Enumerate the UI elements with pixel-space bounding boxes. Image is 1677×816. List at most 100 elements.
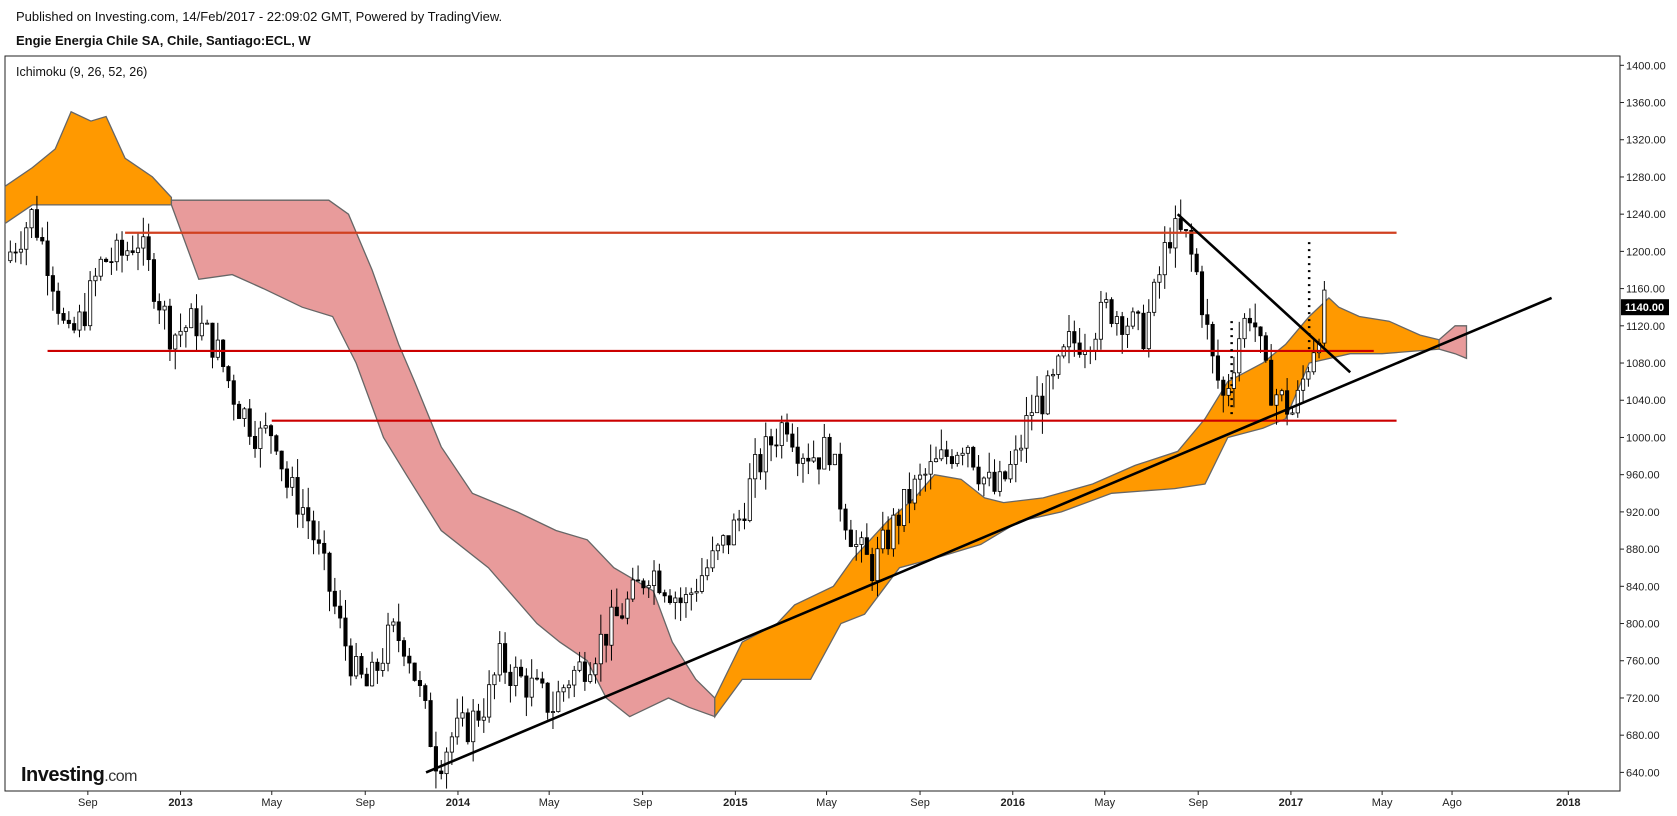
y-tick-label: 1360.00 bbox=[1626, 98, 1666, 110]
cloud-segment-bull bbox=[714, 297, 1440, 719]
candle-body bbox=[279, 450, 284, 470]
candle-body bbox=[77, 311, 82, 331]
candle-body bbox=[1045, 375, 1050, 415]
candle-body bbox=[896, 514, 901, 526]
candle-body bbox=[694, 591, 699, 594]
candle-body bbox=[423, 685, 428, 701]
candle-body bbox=[976, 466, 981, 485]
candle-body bbox=[268, 425, 274, 437]
candle-body bbox=[800, 457, 806, 464]
candle-body bbox=[205, 322, 210, 325]
candle-body bbox=[843, 508, 848, 531]
x-tick-label: May bbox=[261, 797, 282, 809]
candle-body bbox=[1035, 395, 1040, 414]
candle-body bbox=[657, 570, 662, 594]
y-tick-label: 880.00 bbox=[1626, 544, 1660, 556]
candle-body bbox=[210, 322, 215, 358]
candle-body bbox=[683, 594, 689, 604]
cloud-segment-bear bbox=[1438, 325, 1468, 360]
candle-body bbox=[1237, 338, 1242, 374]
candle-body bbox=[1130, 311, 1135, 327]
x-tick-label: May bbox=[1094, 797, 1115, 809]
candle-body bbox=[354, 656, 359, 677]
candlesticks bbox=[8, 195, 1327, 789]
candle-body bbox=[40, 237, 45, 242]
candle-body bbox=[790, 433, 795, 448]
logo-suffix: .com bbox=[104, 768, 137, 785]
candle-body bbox=[572, 669, 577, 686]
candle-body bbox=[125, 250, 130, 256]
candle-body bbox=[513, 666, 518, 686]
candle-body bbox=[1210, 324, 1215, 357]
candle-body bbox=[8, 251, 13, 262]
candle-body bbox=[412, 662, 417, 681]
candle-body bbox=[189, 308, 194, 329]
candle-body bbox=[141, 236, 146, 249]
candle-body bbox=[1199, 271, 1205, 316]
candle-body bbox=[1226, 388, 1231, 396]
candle-body bbox=[1019, 447, 1024, 451]
candle-body bbox=[1279, 390, 1284, 396]
candle-body bbox=[1322, 289, 1327, 344]
candle-body bbox=[923, 473, 928, 476]
candle-body bbox=[614, 606, 619, 617]
candle-body bbox=[221, 339, 226, 367]
candle-body bbox=[769, 436, 774, 446]
candle-body bbox=[242, 408, 247, 419]
candle-body bbox=[61, 313, 66, 321]
candle-body bbox=[699, 575, 704, 592]
y-axis: 1400.00 1360.00 1320.00 1280.00 1240.00 1200.… bbox=[1620, 60, 1669, 779]
candle-body bbox=[864, 537, 869, 555]
trend-line bbox=[425, 296, 1553, 774]
candle-body bbox=[497, 643, 502, 676]
candle-body bbox=[18, 248, 24, 253]
candle-body bbox=[1295, 389, 1300, 414]
x-tick-label: Sep bbox=[633, 797, 653, 809]
candle-body bbox=[1215, 355, 1221, 381]
candle-body bbox=[455, 717, 460, 738]
candle-body bbox=[471, 710, 476, 743]
candle-body bbox=[939, 449, 944, 460]
candle-body bbox=[1008, 463, 1013, 480]
candle-body bbox=[1109, 299, 1114, 324]
candle-body bbox=[109, 261, 114, 264]
candle-body bbox=[1247, 317, 1252, 324]
candle-body bbox=[311, 520, 316, 541]
candle-body bbox=[199, 322, 204, 337]
candle-body bbox=[540, 678, 545, 684]
candle-body bbox=[322, 542, 327, 554]
candle-body bbox=[1141, 312, 1146, 350]
candle-body bbox=[135, 247, 141, 253]
candle-body bbox=[247, 408, 252, 437]
x-tick-label: Sep bbox=[1188, 797, 1208, 809]
candle-body bbox=[407, 655, 412, 664]
candle-body bbox=[151, 259, 157, 302]
candle-body bbox=[566, 684, 571, 689]
y-tick-label: 1320.00 bbox=[1626, 135, 1666, 147]
x-tick-label: Sep bbox=[78, 797, 98, 809]
candle-body bbox=[907, 489, 912, 504]
x-tick-label: May bbox=[1372, 797, 1393, 809]
candle-body bbox=[1183, 229, 1189, 231]
candle-body bbox=[1029, 412, 1034, 416]
candle-body bbox=[902, 489, 907, 526]
candle-body bbox=[300, 507, 305, 515]
candle-body bbox=[737, 518, 742, 521]
candle-body bbox=[290, 477, 295, 488]
candle-body bbox=[816, 457, 822, 470]
candle-body bbox=[98, 258, 103, 277]
candle-body bbox=[1050, 374, 1056, 377]
candle-body bbox=[29, 209, 34, 229]
candle-body bbox=[449, 736, 454, 753]
candle-body bbox=[880, 529, 885, 550]
candle-body bbox=[173, 334, 178, 350]
candle-body bbox=[391, 621, 396, 626]
candle-body bbox=[960, 452, 965, 456]
candle-body bbox=[460, 712, 465, 719]
candle-body bbox=[609, 606, 614, 646]
candle-body bbox=[1098, 301, 1103, 340]
last-price-label: 1140.00 bbox=[1625, 302, 1664, 314]
drawn-levels bbox=[47, 213, 1553, 774]
candle-body bbox=[1125, 325, 1130, 335]
